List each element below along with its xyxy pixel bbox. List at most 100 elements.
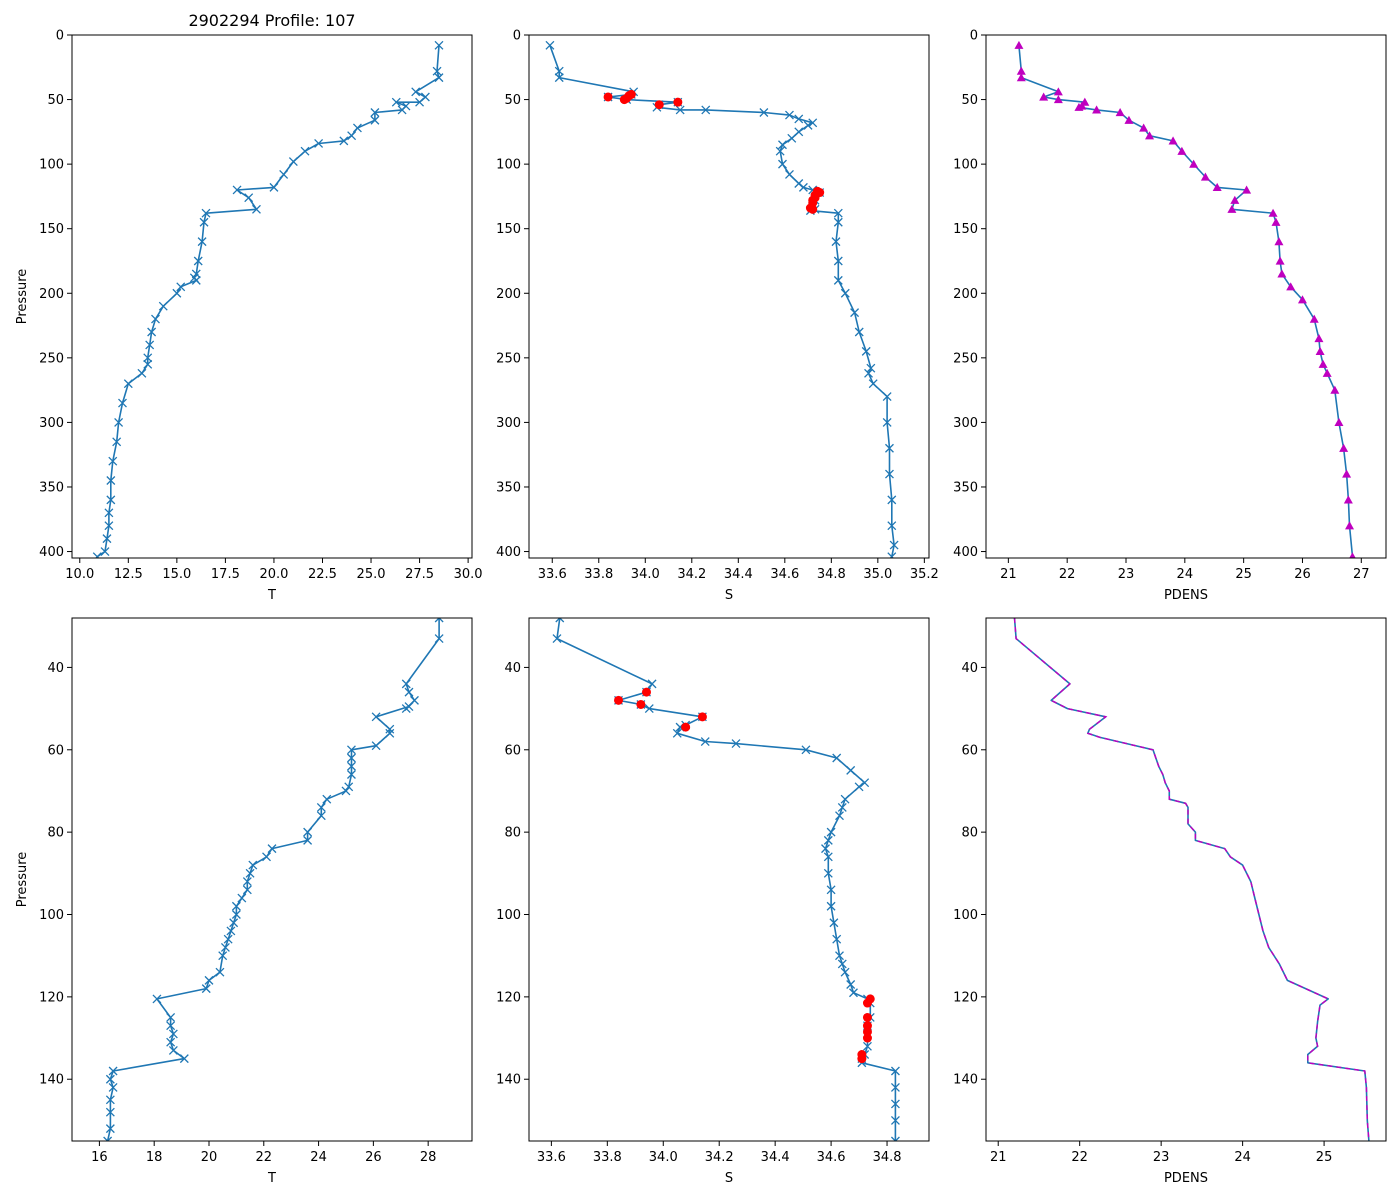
data-point bbox=[832, 934, 842, 944]
data-point bbox=[887, 495, 897, 505]
data-point bbox=[787, 133, 797, 143]
y-tick-label: 80 bbox=[961, 826, 978, 841]
data-point bbox=[1274, 237, 1284, 246]
data-point bbox=[199, 217, 209, 227]
x-tick-label: 22 bbox=[256, 1150, 273, 1165]
data-point bbox=[262, 852, 271, 862]
data-point bbox=[105, 1107, 115, 1117]
x-tick-label: 34.4 bbox=[761, 1150, 790, 1165]
flag-point bbox=[614, 695, 624, 705]
data-point bbox=[647, 679, 657, 689]
data-point bbox=[850, 308, 860, 318]
y-tick-label: 150 bbox=[39, 222, 64, 237]
x-tick-label: 34.6 bbox=[770, 567, 799, 582]
y-tick-label: 250 bbox=[496, 351, 521, 366]
data-point bbox=[1053, 95, 1063, 104]
data-point bbox=[215, 967, 225, 977]
data-point bbox=[801, 745, 811, 755]
data-point bbox=[890, 1115, 900, 1125]
panel-top-t: 10.0 12.5 15.0 17.5 20.0 22.5 25.0 27.5 30.0 0 50 1… bbox=[15, 11, 483, 603]
x-axis-label: T bbox=[267, 1171, 276, 1186]
x-tick-label: 22 bbox=[1059, 567, 1076, 582]
data-point bbox=[316, 802, 326, 812]
data-point bbox=[179, 1054, 189, 1064]
data-point bbox=[823, 852, 833, 862]
data-point bbox=[237, 893, 247, 903]
flag-point bbox=[808, 204, 818, 214]
data-point bbox=[840, 794, 850, 804]
x-tick-label: 34.0 bbox=[631, 567, 660, 582]
data-point bbox=[863, 1041, 872, 1051]
y-tick-label: 300 bbox=[953, 416, 978, 431]
flag-point bbox=[603, 92, 613, 102]
data-point bbox=[168, 1045, 178, 1055]
y-tick-label: 250 bbox=[953, 351, 978, 366]
data-point bbox=[385, 728, 395, 738]
data-point bbox=[193, 256, 203, 266]
x-tick-label: 33.6 bbox=[537, 1150, 566, 1165]
data-point bbox=[554, 73, 564, 83]
flag-point bbox=[862, 998, 872, 1008]
y-tick-label: 140 bbox=[39, 1073, 64, 1088]
data-point bbox=[823, 868, 833, 878]
data-point bbox=[339, 136, 349, 146]
x-tick-label: 24 bbox=[1234, 1150, 1251, 1165]
plot-area bbox=[545, 40, 899, 558]
data-point bbox=[1168, 136, 1178, 145]
data-point bbox=[885, 443, 894, 453]
x-tick-label: 22.5 bbox=[308, 567, 337, 582]
data-point bbox=[242, 885, 252, 895]
data-point bbox=[545, 40, 555, 50]
data-point bbox=[151, 314, 160, 324]
y-tick-label: 120 bbox=[953, 990, 978, 1005]
data-point bbox=[555, 618, 565, 623]
data-point bbox=[432, 66, 442, 76]
data-point bbox=[415, 97, 425, 107]
data-point bbox=[1345, 521, 1355, 530]
x-tick-label: 17.5 bbox=[211, 567, 240, 582]
data-point bbox=[890, 1136, 900, 1141]
data-point bbox=[798, 182, 808, 192]
data-point bbox=[864, 368, 873, 378]
data-point bbox=[860, 778, 870, 788]
data-point bbox=[112, 437, 122, 447]
y-axis-label: Pressure bbox=[15, 269, 30, 325]
data-point bbox=[371, 712, 381, 722]
data-point bbox=[391, 97, 401, 107]
x-axis-label: S bbox=[725, 1171, 733, 1186]
y-tick-label: 50 bbox=[504, 93, 521, 108]
data-point bbox=[1092, 105, 1102, 114]
data-point bbox=[1014, 40, 1024, 49]
data-point bbox=[108, 1083, 118, 1092]
data-point bbox=[778, 140, 787, 150]
data-point bbox=[1189, 159, 1199, 168]
data-point bbox=[404, 687, 414, 697]
data-point bbox=[279, 170, 289, 179]
flag-point bbox=[862, 1033, 872, 1043]
data-point bbox=[108, 456, 118, 466]
flag-point bbox=[862, 1027, 872, 1037]
data-point bbox=[808, 118, 818, 128]
data-point bbox=[166, 1037, 176, 1047]
data-point bbox=[854, 327, 864, 337]
data-point bbox=[1318, 359, 1328, 368]
data-point bbox=[288, 157, 298, 167]
y-tick-label: 400 bbox=[953, 545, 978, 560]
x-axis-label: PDENS bbox=[1164, 1171, 1208, 1186]
data-point bbox=[833, 217, 843, 227]
data-point bbox=[344, 782, 354, 792]
data-point bbox=[1177, 146, 1187, 155]
y-tick-label: 350 bbox=[39, 480, 64, 495]
data-point bbox=[835, 811, 844, 821]
data-point bbox=[123, 379, 133, 389]
data-point bbox=[352, 123, 362, 133]
y-tick-label: 300 bbox=[39, 416, 64, 431]
data-point bbox=[147, 327, 157, 337]
y-tick-label: 80 bbox=[504, 826, 521, 841]
x-tick-label: 33.8 bbox=[584, 567, 613, 582]
y-tick-label: 40 bbox=[47, 661, 64, 676]
data-point bbox=[316, 811, 326, 821]
plot-area bbox=[1014, 40, 1356, 558]
data-point bbox=[885, 469, 894, 479]
data-point bbox=[731, 739, 741, 749]
